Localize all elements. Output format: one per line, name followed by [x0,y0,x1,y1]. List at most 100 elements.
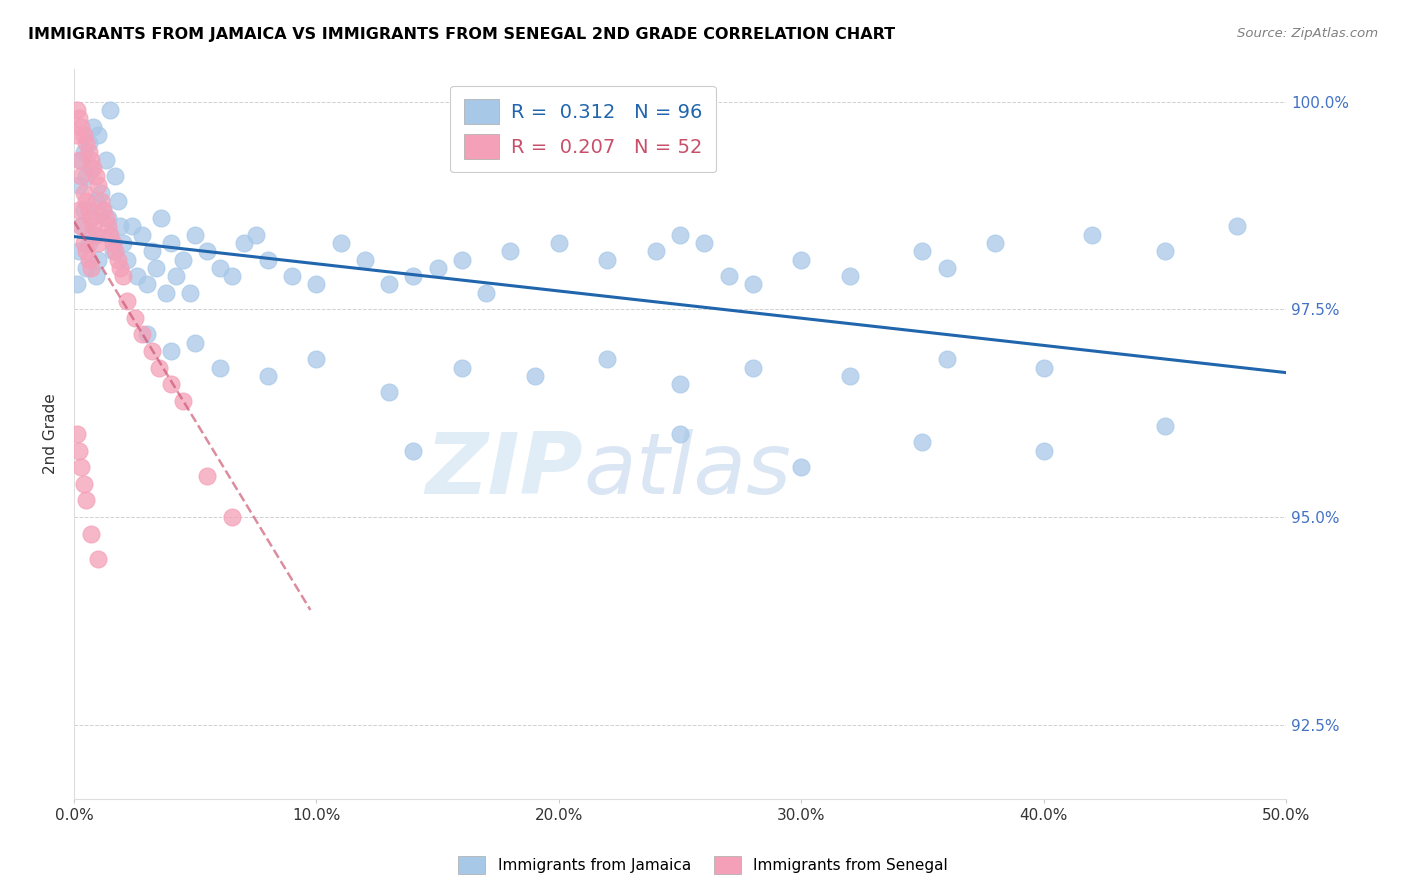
Point [117,252,139,267]
Point [475,285,498,300]
Point [80,211,103,225]
Point [80,211,103,225]
Point [127,269,149,284]
Point [65,128,87,142]
Point [70,219,93,234]
Point [145,260,167,275]
Point [107,194,129,209]
Point [155,285,177,300]
Point [67,202,90,217]
Point [257,252,280,267]
Point [1226,219,1249,234]
Point [84,227,107,242]
Point [257,368,280,383]
Point [838,368,860,383]
Point [84,194,107,209]
Point [65,427,87,442]
Point [935,352,957,367]
Point [111,269,134,284]
Point [790,460,813,475]
Point [90,186,112,200]
Point [378,277,401,292]
Point [84,269,107,284]
Point [179,285,201,300]
Point [91,202,114,217]
Y-axis label: 2nd Grade: 2nd Grade [44,393,58,475]
Point [82,161,104,176]
Point [73,186,96,200]
Point [141,343,163,358]
Point [101,244,124,259]
Point [911,435,934,450]
Point [67,244,90,259]
Point [499,244,522,259]
Point [70,120,93,134]
Text: ZIP: ZIP [426,429,583,512]
Point [87,128,110,142]
Point [305,352,328,367]
Point [77,145,100,159]
Point [131,227,153,242]
Point [80,526,103,541]
Point [75,194,97,209]
Point [67,443,90,458]
Point [838,269,860,284]
Point [73,235,96,250]
Point [221,269,243,284]
Point [67,178,90,192]
Point [150,211,173,225]
Point [87,252,110,267]
Point [451,360,474,375]
Point [245,227,267,242]
Point [165,269,187,284]
Point [208,360,231,375]
Point [75,244,97,259]
Point [107,252,129,267]
Point [97,211,120,225]
Point [75,493,97,508]
Point [67,153,90,167]
Point [87,178,110,192]
Point [104,244,127,259]
Point [104,169,127,184]
Point [354,252,377,267]
Point [73,202,96,217]
Legend: R =  0.312   N = 96, R =  0.207   N = 52: R = 0.312 N = 96, R = 0.207 N = 52 [450,86,716,172]
Point [402,443,425,458]
Point [402,269,425,284]
Point [141,244,163,259]
Point [80,161,103,176]
Point [669,377,692,392]
Point [94,211,117,225]
Point [184,227,207,242]
Point [100,103,122,117]
Point [75,169,97,184]
Point [669,427,692,442]
Point [87,235,110,250]
Point [717,269,740,284]
Point [790,252,813,267]
Point [100,227,122,242]
Point [82,227,104,242]
Point [329,235,352,250]
Point [451,252,474,267]
Point [77,136,100,151]
Point [75,136,97,151]
Point [67,112,90,126]
Point [131,327,153,342]
Point [1032,360,1054,375]
Point [197,468,219,483]
Point [741,360,763,375]
Point [208,260,231,275]
Point [111,235,134,250]
Point [70,153,93,167]
Point [70,219,93,234]
Point [1153,244,1175,259]
Point [172,393,194,408]
Point [184,335,207,350]
Point [77,202,100,217]
Point [70,169,93,184]
Point [65,103,87,117]
Text: Source: ZipAtlas.com: Source: ZipAtlas.com [1237,27,1378,40]
Point [108,260,131,275]
